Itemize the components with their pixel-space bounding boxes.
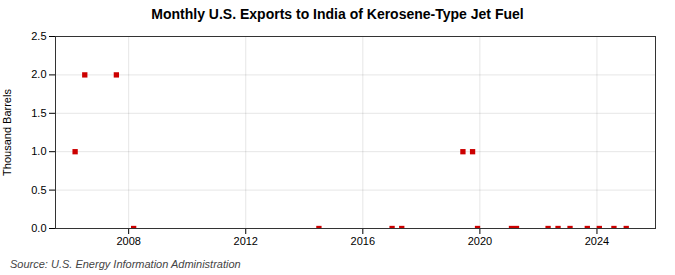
svg-text:2020: 2020 [468,235,492,247]
svg-text:0.5: 0.5 [31,184,46,196]
html-text:Monthly U.S. Exports to India: Monthly U.S. Exports to India of Kerosen… [151,6,524,22]
svg-text:1.5: 1.5 [31,107,46,119]
svg-text:0.0: 0.0 [31,222,46,234]
svg-text:2012: 2012 [234,235,258,247]
svg-text:Thousand Barrels: Thousand Barrels [1,89,13,176]
svg-text:2.0: 2.0 [31,68,46,80]
svg-text:1.0: 1.0 [31,145,46,157]
svg-text:2.5: 2.5 [31,30,46,42]
svg-text:2016: 2016 [351,235,375,247]
html-text:Source: U.S. Energy Informatio: Source: U.S. Energy Information Administ… [10,258,241,270]
svg-text:2008: 2008 [116,235,140,247]
svg-text:2024: 2024 [585,235,609,247]
